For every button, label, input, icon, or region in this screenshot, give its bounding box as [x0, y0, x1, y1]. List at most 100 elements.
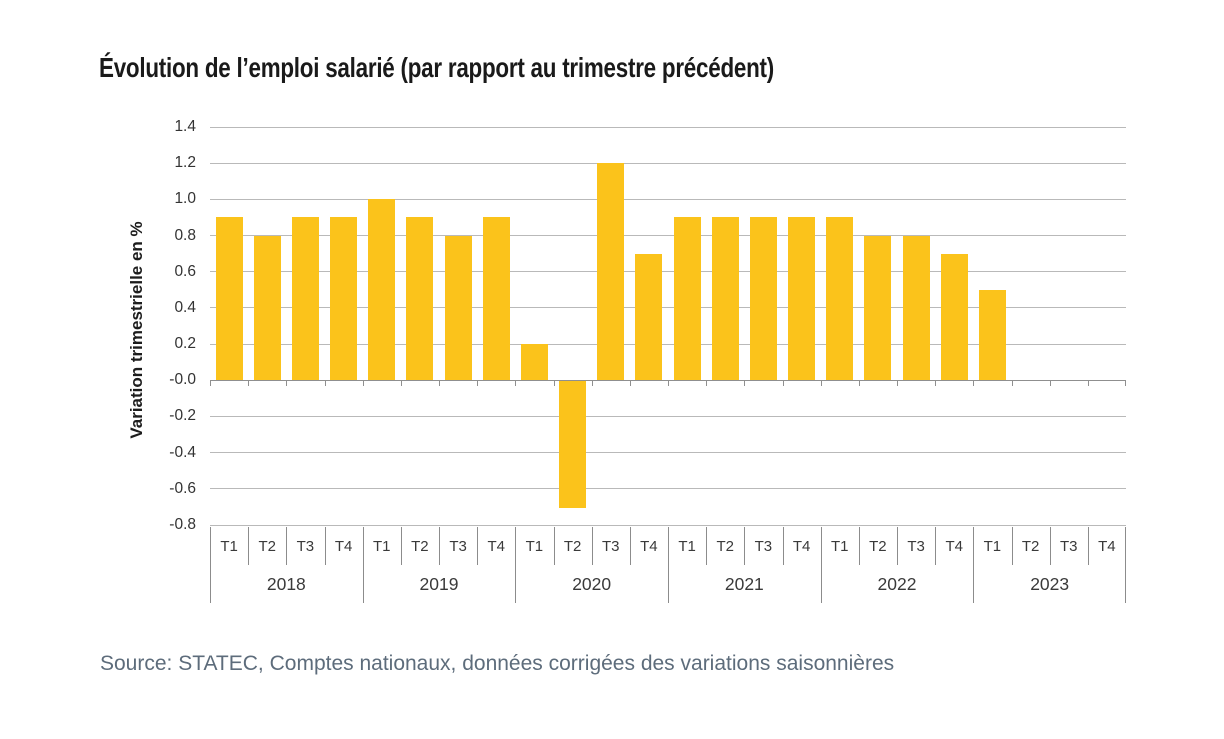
- quarter-divider: [629, 527, 631, 565]
- quarter-divider: [286, 527, 288, 565]
- axis-tick: [400, 380, 402, 386]
- bar-2021-T3: [749, 217, 777, 381]
- gridline: [210, 198, 1126, 200]
- bar-2020-T4: [635, 253, 663, 381]
- quarter-divider: [706, 527, 708, 565]
- quarter-cell-label: T4: [487, 538, 505, 555]
- y-tick-label: 0.4: [174, 298, 196, 316]
- axis-tick: [439, 380, 440, 386]
- quarter-divider: [439, 527, 440, 565]
- quarter-cell-label: T3: [1059, 538, 1078, 555]
- y-tick-label: -0.4: [169, 443, 196, 461]
- y-tick-label: -0.0: [169, 371, 196, 389]
- quarter-divider: [1011, 527, 1013, 565]
- axis-tick: [248, 380, 250, 386]
- source-caption: Source: STATEC, Comptes nationaux, donné…: [100, 652, 895, 675]
- quarter-divider: [400, 527, 402, 565]
- quarter-divider: [1049, 527, 1051, 565]
- axis-tick: [744, 380, 746, 386]
- quarter-cell-label: T2: [411, 538, 429, 555]
- axis-tick: [1049, 380, 1051, 386]
- quarter-cell-label: T3: [754, 538, 773, 555]
- year-cell-label: 2022: [877, 574, 917, 594]
- quarter-cell-label: T3: [907, 538, 925, 555]
- bar-2023-T1: [978, 289, 1006, 381]
- year-divider: [668, 527, 669, 603]
- gridline: [210, 524, 1126, 526]
- bar-2018-T1: [215, 217, 243, 381]
- axis-tick: [668, 380, 669, 386]
- axis-tick: [858, 380, 860, 386]
- gridline: [210, 271, 1126, 273]
- y-tick-label: 0.8: [174, 226, 196, 244]
- y-tick-label: 0.2: [174, 335, 196, 353]
- bar-2021-T4: [788, 217, 816, 381]
- quarter-divider: [553, 527, 555, 565]
- axis-tick: [973, 380, 975, 386]
- axis-tick: [897, 380, 898, 386]
- gridline: [210, 343, 1126, 345]
- gridline: [210, 162, 1126, 164]
- year-divider: [515, 527, 517, 603]
- axis-tick: [1125, 380, 1126, 386]
- bar-2019-T4: [482, 217, 510, 381]
- y-tick-label: 1.0: [174, 190, 196, 208]
- gridline: [210, 452, 1126, 454]
- quarter-divider: [1087, 527, 1089, 565]
- quarter-cell-label: T3: [449, 538, 467, 555]
- quarter-cell-label: T4: [1098, 538, 1116, 555]
- quarter-cell-label: T4: [334, 538, 353, 555]
- zero-axis-line: [210, 379, 1126, 381]
- y-axis-tick-labels: 1.4 1.2 1.0 0.8 0.6 0.4 0.2 -0.0 -0.2 -0.4 -0.6 -0.…: [138, 118, 196, 533]
- quarter-divider: [477, 527, 479, 565]
- quarter-divider: [248, 527, 250, 565]
- bar-2018-T3: [291, 217, 319, 381]
- axis-tick: [629, 380, 631, 386]
- year-cell-label: 2019: [419, 574, 459, 594]
- quarter-cell-label: T2: [1021, 538, 1040, 555]
- year-divider: [362, 527, 364, 603]
- axis-tick: [362, 380, 364, 386]
- axis-tick: [210, 380, 211, 386]
- bar-2021-T2: [711, 217, 739, 381]
- year-cell-label: 2020: [572, 574, 612, 594]
- quarter-divider: [744, 527, 746, 565]
- quarter-cell-label: T1: [830, 538, 849, 555]
- x-axis-table: T1 T2 T3 T4 2018 T1 T2 T3 T4 2019 T1 T2 T3 T4 2020 T1 T2…: [210, 527, 1126, 605]
- year-divider: [820, 527, 822, 603]
- bar-2020-T1: [520, 344, 548, 381]
- quarter-divider: [935, 527, 937, 565]
- quarter-divider: [591, 527, 593, 565]
- quarter-divider: [858, 527, 860, 565]
- y-tick-label: -0.6: [169, 479, 196, 497]
- year-cell-label: 2021: [724, 574, 764, 594]
- axis-tick: [324, 380, 326, 386]
- quarter-cell-label: T2: [258, 538, 276, 555]
- quarter-cell-label: T1: [525, 538, 544, 555]
- quarter-divider: [324, 527, 326, 565]
- quarter-cell-label: T4: [640, 538, 658, 555]
- bar-2018-T2: [253, 235, 281, 381]
- y-tick-label: -0.2: [169, 407, 196, 425]
- bar-2022-T2: [864, 235, 892, 381]
- quarter-cell-label: T1: [678, 538, 696, 555]
- axis-tick: [782, 380, 784, 386]
- quarter-cell-label: T1: [220, 538, 238, 555]
- quarter-cell-label: T1: [983, 538, 1002, 555]
- axis-tick: [1011, 380, 1013, 386]
- year-cell-label: 2018: [266, 574, 306, 594]
- y-tick-label: 1.4: [174, 118, 196, 135]
- year-divider: [1125, 527, 1126, 603]
- bar-2018-T4: [330, 217, 358, 381]
- axis-tick: [477, 380, 479, 386]
- y-tick-label: -0.8: [169, 516, 196, 533]
- gridline: [210, 415, 1126, 417]
- year-divider: [210, 527, 211, 603]
- gridline: [210, 126, 1126, 128]
- quarter-cell-label: T3: [601, 538, 620, 555]
- axis-tick: [553, 380, 555, 386]
- quarter-cell-label: T1: [372, 538, 391, 555]
- quarter-cell-label: T3: [296, 538, 315, 555]
- chart-title: Évolution de l’emploi salarié (par rappo…: [99, 52, 774, 83]
